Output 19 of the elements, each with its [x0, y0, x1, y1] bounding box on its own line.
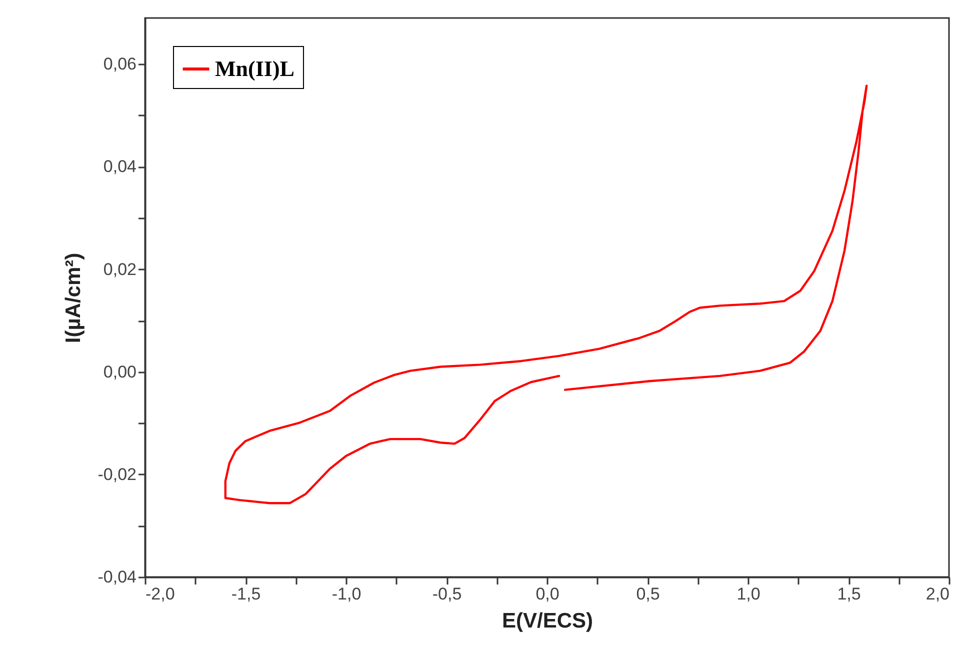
y-tick-label: 0,06	[103, 54, 136, 74]
x-tick-label: 0,0	[536, 584, 560, 604]
x-tick-label: 1,5	[837, 584, 861, 604]
y-tick-label: 0,02	[103, 260, 136, 279]
y-tick-label: -0,04	[98, 568, 136, 586]
x-tick-label: -1,5	[231, 584, 261, 604]
y-tick-label: -0,02	[98, 464, 136, 484]
x-tick-label: 1,0	[736, 584, 760, 604]
x-tick-label: 2,0	[926, 584, 950, 604]
line-series	[224, 84, 868, 504]
x-tick-label: -0,5	[432, 584, 462, 604]
x-tick-label: -1,0	[332, 584, 362, 604]
y-tick-label: 0,00	[103, 362, 136, 382]
legend-label: Mn(II)L	[215, 56, 294, 81]
y-axis-title: I(µA/cm²)	[62, 252, 85, 344]
x-axis-title: E(V/ECS)	[502, 610, 594, 632]
x-tick-label: -2,0	[146, 584, 175, 604]
y-tick-label: 0,04	[103, 157, 136, 176]
x-tick-label: 0,5	[636, 584, 660, 604]
